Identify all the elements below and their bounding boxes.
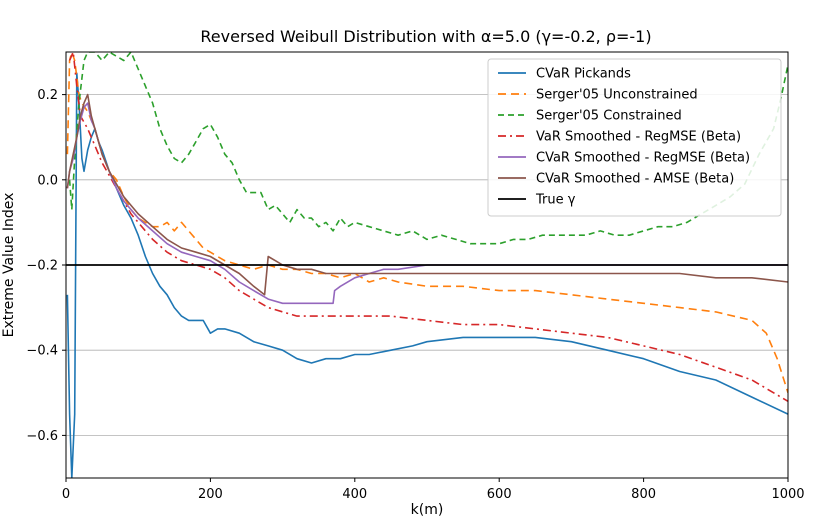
legend-label: Serger'05 Unconstrained bbox=[536, 88, 698, 103]
axis-ticks: −0.6 −0.4 −0.2 0.0 0.2 0 200 400 600 800 1000 bbox=[26, 88, 804, 502]
x-tick-label: 0 bbox=[62, 487, 70, 502]
legend-label: Serger'05 Constrained bbox=[536, 109, 682, 124]
x-tick-label: 1000 bbox=[771, 487, 804, 502]
y-tick-label: −0.2 bbox=[26, 259, 58, 274]
legend: CVaR Pickands Serger'05 Unconstrained Serg… bbox=[487, 58, 782, 217]
legend-label: VaR Smoothed - RegMSE (Beta) bbox=[536, 130, 741, 145]
y-tick-label: 0.0 bbox=[37, 173, 58, 188]
legend-label: CVaR Smoothed - AMSE (Beta) bbox=[536, 172, 734, 187]
x-tick-label: 600 bbox=[487, 487, 512, 502]
x-axis-label: k(m) bbox=[411, 502, 444, 518]
y-tick-label: −0.4 bbox=[26, 344, 58, 359]
chart-title: Reversed Weibull Distribution with α=5.0… bbox=[200, 27, 651, 46]
x-tick-label: 800 bbox=[631, 487, 656, 502]
legend-label: True γ bbox=[535, 193, 576, 208]
legend-box bbox=[487, 58, 782, 217]
series-line-serger-05-unconstrained bbox=[66, 52, 788, 394]
y-tick-label: 0.2 bbox=[37, 88, 58, 103]
series-line-var-smoothed-regmse-beta bbox=[68, 52, 788, 402]
series-line-cvar-pickands bbox=[66, 72, 788, 478]
legend-label: CVaR Smoothed - RegMSE (Beta) bbox=[536, 151, 750, 166]
y-tick-label: −0.6 bbox=[26, 429, 58, 444]
series-line-cvar-smoothed-amse-beta bbox=[66, 93, 788, 296]
x-tick-label: 200 bbox=[198, 487, 223, 502]
legend-label: CVaR Pickands bbox=[536, 67, 631, 82]
y-axis-label: Extreme Value Index bbox=[1, 193, 17, 338]
x-tick-label: 400 bbox=[342, 487, 367, 502]
series-layer bbox=[66, 52, 788, 478]
